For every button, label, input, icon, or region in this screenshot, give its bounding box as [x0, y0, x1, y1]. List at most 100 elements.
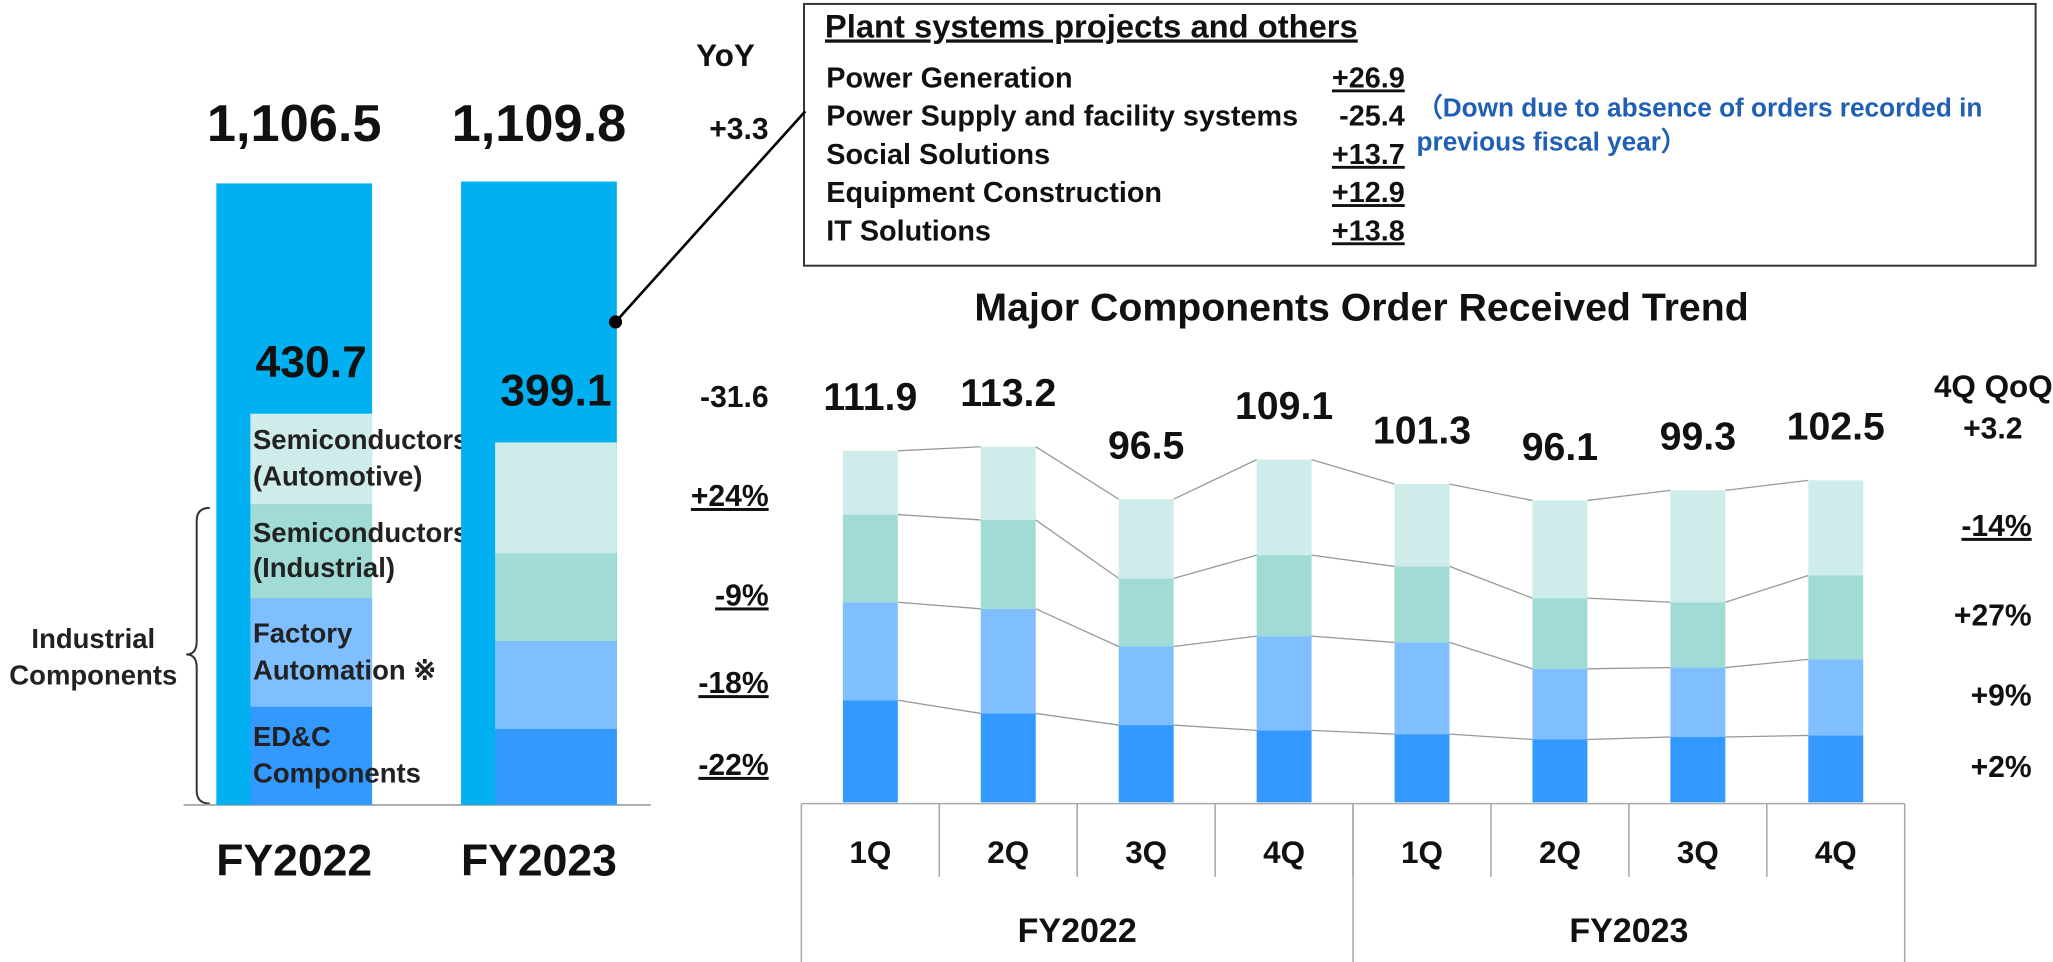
- x-tick-label: 3Q: [1677, 835, 1719, 870]
- x-tick-label: 2Q: [987, 835, 1029, 870]
- total-label: 111.9: [823, 375, 917, 419]
- segment: [1256, 459, 1312, 556]
- connector-line: [1311, 458, 1395, 485]
- yoy-components: -31.6: [700, 381, 769, 414]
- series-label-box: Factory Automation ※: [252, 619, 437, 686]
- x-tick-label: 3Q: [1125, 835, 1167, 870]
- segment: [1394, 566, 1450, 643]
- connector-line: [1587, 736, 1671, 741]
- connector-line: [1587, 597, 1671, 603]
- category-label: FY2023: [461, 837, 617, 886]
- category-label: FY2022: [216, 837, 372, 886]
- x-tick-label: 1Q: [849, 835, 891, 870]
- callout-row-value: +12.9: [1332, 177, 1405, 209]
- series-label-box: Semiconductors (Industrial): [252, 518, 469, 584]
- connector-line: [1173, 635, 1257, 648]
- segment: [495, 728, 617, 805]
- segment: [1118, 725, 1174, 803]
- segment: [1256, 636, 1312, 731]
- segment: [495, 553, 617, 642]
- x-tick-label: 1Q: [1401, 835, 1443, 870]
- connector-line: [1449, 565, 1533, 599]
- callout-row-name: IT Solutions: [826, 215, 991, 247]
- segment: [1532, 500, 1588, 599]
- segment: [250, 413, 373, 505]
- segment: [1118, 499, 1174, 579]
- group-label: FY2022: [1018, 912, 1137, 950]
- segment: [250, 598, 373, 707]
- series-label: Semiconductors (Automotive): [252, 425, 469, 492]
- yoy-total: +3.3: [709, 113, 768, 146]
- segment: [495, 442, 617, 554]
- segment: [842, 602, 898, 701]
- segment: [842, 514, 898, 603]
- series-label-box: ED&C Components: [252, 722, 421, 789]
- callout-pointer: [614, 110, 807, 323]
- connector-line: [1173, 459, 1257, 500]
- connector-line: [897, 513, 981, 521]
- callout-row-value: +13.8: [1332, 215, 1405, 247]
- connector-line: [1173, 724, 1257, 732]
- series-label: Factory Automation ※: [252, 619, 437, 686]
- segment: [1394, 734, 1450, 803]
- segment: [980, 519, 1036, 609]
- component-total-label: 430.7: [256, 338, 367, 387]
- segment: [1670, 602, 1726, 668]
- qoq-label: +2%: [1971, 751, 2032, 784]
- callout-note-box: （Down due to absence of orders recorded …: [1416, 94, 1983, 158]
- segment: [250, 504, 373, 599]
- connector-line: [1587, 666, 1671, 670]
- segment: [1532, 598, 1588, 669]
- qoq-title: 4Q QoQ: [1934, 369, 2053, 404]
- connector-line: [1311, 554, 1395, 568]
- connector-line: [1449, 483, 1533, 502]
- series-label: Semiconductors (Industrial): [252, 518, 469, 584]
- segment: [1394, 484, 1450, 567]
- callout-row-name: Equipment Construction: [826, 177, 1162, 209]
- connector-line: [1035, 446, 1120, 500]
- connector-line: [1725, 574, 1809, 603]
- connector-line: [1587, 489, 1671, 502]
- segment: [1532, 668, 1588, 740]
- segment: [495, 641, 617, 729]
- connector-line: [897, 446, 981, 452]
- yoy-label: -22%: [698, 749, 768, 782]
- segment: [1118, 578, 1174, 647]
- segment: [842, 700, 898, 803]
- segment: [980, 446, 1036, 520]
- connector-line: [1449, 641, 1533, 670]
- segment: [980, 713, 1036, 803]
- segment: [1808, 575, 1864, 660]
- connector-line: [1725, 658, 1809, 669]
- x-tick-label: 4Q: [1263, 835, 1305, 870]
- yoy-label: -18%: [698, 667, 768, 700]
- total-label: 113.2: [960, 371, 1056, 415]
- connector-line: [1449, 733, 1533, 741]
- connector-line: [1311, 635, 1395, 644]
- qoq-label: +9%: [1971, 679, 2032, 712]
- segment: [250, 706, 373, 805]
- callout-anchor: [608, 315, 623, 329]
- connector-line: [897, 699, 981, 715]
- segment: [842, 450, 898, 515]
- total-label: 102.5: [1787, 405, 1885, 449]
- qoq-label: -14%: [1961, 510, 2031, 543]
- series-label: ED&C Components: [252, 722, 421, 789]
- segment: [1670, 736, 1726, 803]
- yoy-label: +24%: [691, 480, 769, 513]
- connector-line: [897, 601, 981, 610]
- series-label-box: Semiconductors (Automotive): [252, 425, 469, 492]
- total-label: 109.1: [1235, 384, 1333, 428]
- x-tick-label: 4Q: [1815, 835, 1857, 870]
- callout-note: （Down due to absence of orders recorded …: [1416, 94, 1983, 158]
- segment: [1118, 646, 1174, 726]
- yoy-title: YoY: [696, 38, 755, 73]
- callout-box: [803, 2, 2037, 267]
- segment: [1394, 642, 1450, 735]
- segment: [1532, 739, 1588, 803]
- connector-line: [1725, 734, 1809, 738]
- group-label-box: Industrial Components: [9, 624, 177, 691]
- total-label: 1,109.8: [452, 95, 627, 153]
- connector-line: [1035, 608, 1119, 648]
- connector-line: [1035, 712, 1119, 726]
